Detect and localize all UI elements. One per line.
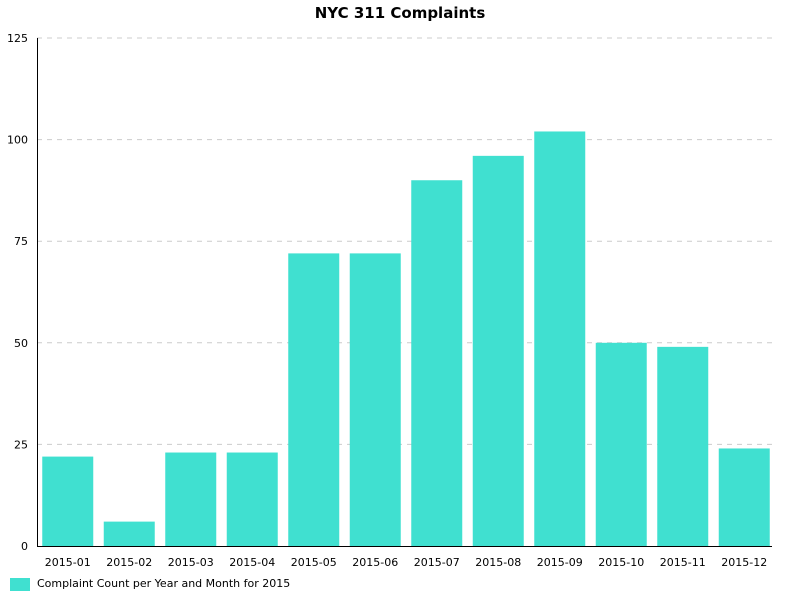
bar [42,456,94,546]
x-tick-label: 2015-01 [45,556,91,569]
x-tick-label: 2015-12 [721,556,767,569]
y-tick-label: 25 [14,438,28,451]
bar [472,155,524,546]
legend-swatch [10,577,30,591]
bar [226,452,278,546]
bar [288,253,340,546]
bar [595,342,647,546]
x-tick-label: 2015-09 [537,556,583,569]
bar [165,452,217,546]
legend: Complaint Count per Year and Month for 2… [10,576,290,592]
x-tick-label: 2015-11 [660,556,706,569]
bar [411,180,463,547]
x-tick-label: 2015-08 [475,556,521,569]
chart-title: NYC 311 Complaints [314,4,486,22]
x-tick-label: 2015-02 [106,556,152,569]
bar [349,253,401,546]
bar [534,131,586,547]
y-tick-label: 0 [21,540,28,553]
x-tick-label: 2015-04 [229,556,275,569]
legend-label: Complaint Count per Year and Month for 2… [37,577,291,590]
y-tick-label: 100 [7,134,28,147]
x-tick-label: 2015-05 [291,556,337,569]
x-tick-label: 2015-10 [598,556,644,569]
x-tick-label: 2015-06 [352,556,398,569]
bar [718,448,770,546]
x-tick-label: 2015-07 [414,556,460,569]
bar [103,521,155,546]
y-tick-label: 50 [14,337,28,350]
y-tick-label: 75 [14,235,28,248]
y-tick-label: 125 [7,32,28,45]
x-tick-label: 2015-03 [168,556,214,569]
bar [657,346,709,546]
